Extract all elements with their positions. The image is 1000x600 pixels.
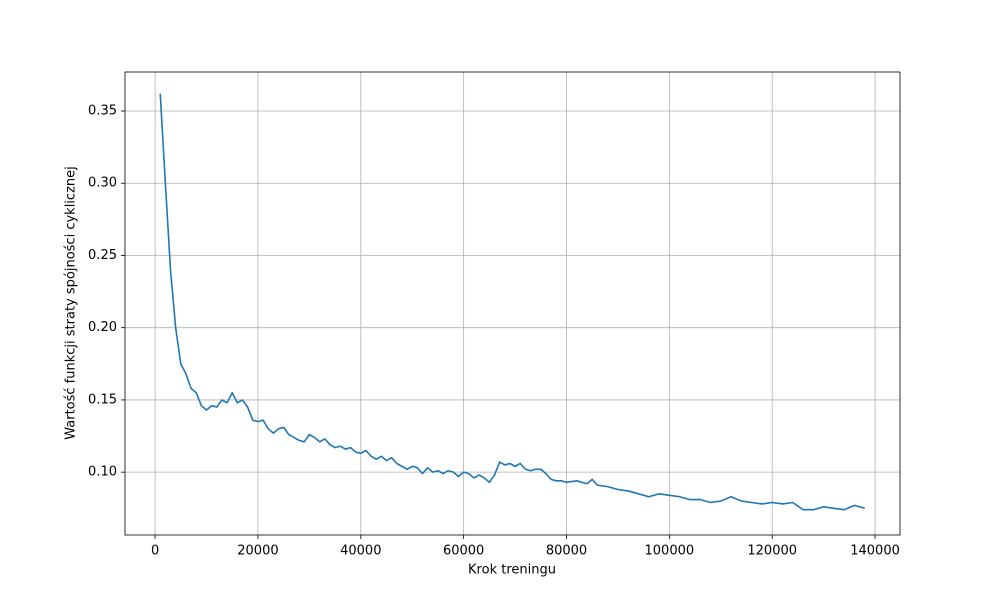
y-tick-label: 0.30 <box>88 176 117 191</box>
plot-frame <box>124 71 901 536</box>
y-tick-label: 0.25 <box>88 248 117 263</box>
y-axis-label: Wartość funkcji straty spójności cyklicz… <box>64 166 79 440</box>
x-tick-label: 140000 <box>850 544 900 559</box>
line-series <box>159 93 865 511</box>
x-tick-label: 80000 <box>546 544 587 559</box>
y-tick-label: 0.15 <box>88 392 117 407</box>
y-tick-label: 0.20 <box>88 320 117 335</box>
x-axis-label: Krok treningu <box>468 563 556 578</box>
x-tick-label: 120000 <box>747 544 797 559</box>
y-tick-label: 0.35 <box>88 104 117 119</box>
x-tick-label: 100000 <box>645 544 695 559</box>
x-tick-label: 20000 <box>237 544 278 559</box>
x-tick-label: 0 <box>151 544 159 559</box>
x-tick-label: 40000 <box>340 544 381 559</box>
x-tick-label: 60000 <box>443 544 484 559</box>
y-tick-label: 0.10 <box>88 465 117 480</box>
